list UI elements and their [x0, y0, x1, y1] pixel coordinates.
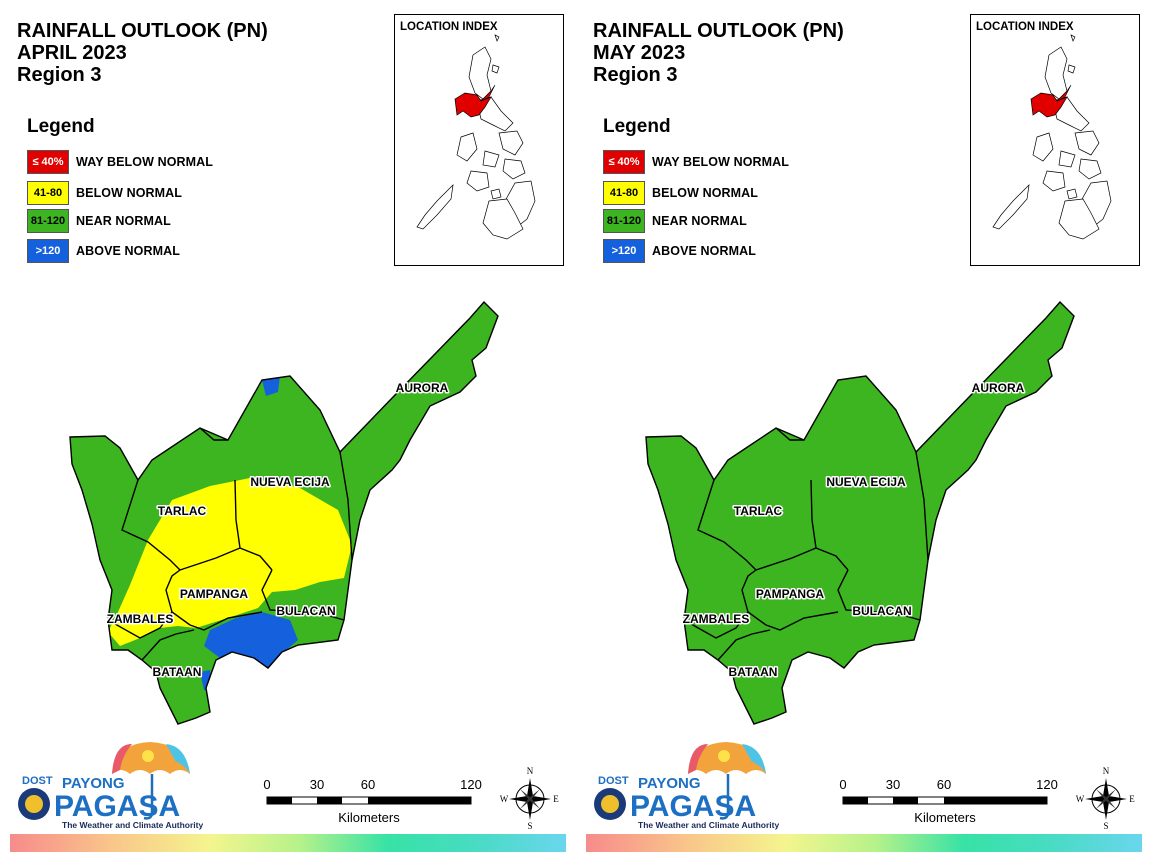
- label-zambales: ZAMBALES: [683, 612, 750, 626]
- scale-tick-60: 60: [361, 777, 375, 792]
- compass-rose-icon: N S E W: [500, 766, 559, 830]
- compass-e: E: [553, 794, 559, 804]
- footer-gradient-bar: [586, 834, 1142, 852]
- location-index-box: LOCATION INDEX: [970, 14, 1140, 266]
- panel-may: RAINFALL OUTLOOK (PN) MAY 2023 Region 3 …: [576, 0, 1152, 864]
- pagasa-logo: DOST PAYONG PAGASA The Weather and Clima…: [594, 742, 779, 830]
- logo-pagasa: PAGASA: [630, 790, 756, 823]
- title-line-3: Region 3: [593, 64, 678, 86]
- legend-swatch: ≤ 40%: [27, 150, 69, 174]
- pagasa-logo: DOST PAYONG PAGASA The Weather and Clima…: [18, 742, 203, 830]
- panel-april: RAINFALL OUTLOOK (PN) APRIL 2023 Region …: [10, 14, 566, 852]
- logo-dost: DOST: [22, 775, 53, 787]
- philippines-index-map: [416, 34, 536, 240]
- april-map-layers: AURORA NUEVA ECIJA TARLAC PAMPANGA BULAC…: [69, 300, 499, 725]
- scale-tick-0: 0: [263, 777, 270, 792]
- legend-swatch: 41-80: [603, 181, 645, 205]
- compass-e: E: [1129, 794, 1135, 804]
- logo-pagasa: PAGASA: [54, 790, 180, 823]
- legend-swatch: 81-120: [27, 209, 69, 233]
- footer-gradient-bar: [10, 834, 566, 852]
- logo-payong: PAYONG: [638, 775, 701, 792]
- location-index-title: LOCATION INDEX: [976, 21, 1074, 33]
- label-pampanga: PAMPANGA: [756, 587, 825, 601]
- title-line-1: RAINFALL OUTLOOK (PN): [593, 20, 844, 42]
- may-map-layers: AURORA NUEVA ECIJA TARLAC PAMPANGA BULAC…: [645, 300, 1075, 725]
- scale-tick-60: 60: [937, 777, 951, 792]
- scale-unit: Kilometers: [914, 810, 976, 825]
- below-normal-area: [108, 478, 352, 646]
- philippines-index-map: [992, 34, 1112, 240]
- legend-label: BELOW NORMAL: [652, 186, 759, 200]
- legend-title: Legend: [27, 116, 95, 137]
- label-aurora: AURORA: [396, 381, 449, 395]
- legend-label: ABOVE NORMAL: [652, 244, 756, 258]
- title-line-3: Region 3: [17, 64, 102, 86]
- label-pampanga: PAMPANGA: [180, 587, 249, 601]
- location-index-box: LOCATION INDEX: [394, 14, 564, 266]
- legend-swatch: >120: [603, 239, 645, 263]
- compass-s: S: [527, 821, 532, 830]
- scale-tick-30: 30: [310, 777, 324, 792]
- title-line-2: MAY 2023: [593, 42, 686, 64]
- label-bataan: BATAAN: [729, 665, 778, 679]
- compass-s: S: [1103, 821, 1108, 830]
- region3-outlook-map: AURORA NUEVA ECIJA TARLAC PAMPANGA BULAC…: [645, 300, 1075, 725]
- compass-w: W: [500, 794, 509, 804]
- legend-item-near: 81-120 NEAR NORMAL: [27, 208, 171, 234]
- legend-item-below: 41-80 BELOW NORMAL: [27, 180, 182, 206]
- location-index-title: LOCATION INDEX: [400, 21, 498, 33]
- logo-payong: PAYONG: [62, 775, 125, 792]
- compass-n: N: [527, 766, 534, 776]
- scale-tick-0: 0: [839, 777, 846, 792]
- title-line-2: APRIL 2023: [17, 42, 127, 64]
- label-aurora: AURORA: [972, 381, 1025, 395]
- province-boundaries: [645, 300, 1075, 725]
- above-normal-patch: [262, 376, 280, 396]
- compass-n: N: [1103, 766, 1110, 776]
- legend-item-above: >120 ABOVE NORMAL: [603, 238, 756, 264]
- label-bataan: BATAAN: [153, 665, 202, 679]
- label-bulacan: BULACAN: [276, 604, 335, 618]
- legend-item-near: 81-120 NEAR NORMAL: [603, 208, 747, 234]
- legend-item-above: >120 ABOVE NORMAL: [27, 238, 180, 264]
- legend-item-below: 41-80 BELOW NORMAL: [603, 180, 758, 206]
- label-tarlac: TARLAC: [734, 504, 783, 518]
- label-zambales: ZAMBALES: [107, 612, 174, 626]
- legend-title: Legend: [603, 116, 671, 137]
- region3-outlook-map: AURORA NUEVA ECIJA TARLAC PAMPANGA BULAC…: [69, 300, 499, 725]
- map-title: RAINFALL OUTLOOK (PN) MAY 2023 Region 3: [593, 20, 844, 86]
- province-boundaries: [69, 300, 499, 725]
- compass-w: W: [1076, 794, 1085, 804]
- title-line-1: RAINFALL OUTLOOK (PN): [17, 20, 268, 42]
- logo-dost: DOST: [598, 775, 629, 787]
- scale-bar: 0 30 60 120 Kilometers: [839, 777, 1058, 825]
- scale-tick-120: 120: [460, 777, 482, 792]
- map-title: RAINFALL OUTLOOK (PN) APRIL 2023 Region …: [17, 20, 268, 86]
- legend-swatch: >120: [27, 239, 69, 263]
- legend-label: ABOVE NORMAL: [76, 244, 180, 258]
- scale-unit: Kilometers: [338, 810, 400, 825]
- near-normal-area: [646, 302, 1074, 724]
- scale-bar: 0 30 60 120 Kilometers: [263, 777, 482, 825]
- legend-label: BELOW NORMAL: [76, 186, 183, 200]
- legend-swatch: 41-80: [27, 181, 69, 205]
- legend-item-way-below: ≤ 40% WAY BELOW NORMAL: [27, 149, 213, 175]
- logo-tagline: The Weather and Climate Authority: [638, 820, 779, 830]
- legend-label: NEAR NORMAL: [652, 214, 747, 228]
- legend-swatch: 81-120: [603, 209, 645, 233]
- legend-label: NEAR NORMAL: [76, 214, 171, 228]
- label-nueva-ecija: NUEVA ECIJA: [250, 475, 330, 489]
- legend-item-way-below: ≤ 40% WAY BELOW NORMAL: [603, 149, 789, 175]
- logo-tagline: The Weather and Climate Authority: [62, 820, 203, 830]
- label-bulacan: BULACAN: [852, 604, 911, 618]
- scale-tick-120: 120: [1036, 777, 1058, 792]
- label-tarlac: TARLAC: [158, 504, 207, 518]
- legend-swatch: ≤ 40%: [603, 150, 645, 174]
- compass-rose-icon: N S E W: [1076, 766, 1135, 830]
- legend-label: WAY BELOW NORMAL: [652, 155, 790, 169]
- legend-label: WAY BELOW NORMAL: [76, 155, 214, 169]
- scale-tick-30: 30: [886, 777, 900, 792]
- label-nueva-ecija: NUEVA ECIJA: [826, 475, 906, 489]
